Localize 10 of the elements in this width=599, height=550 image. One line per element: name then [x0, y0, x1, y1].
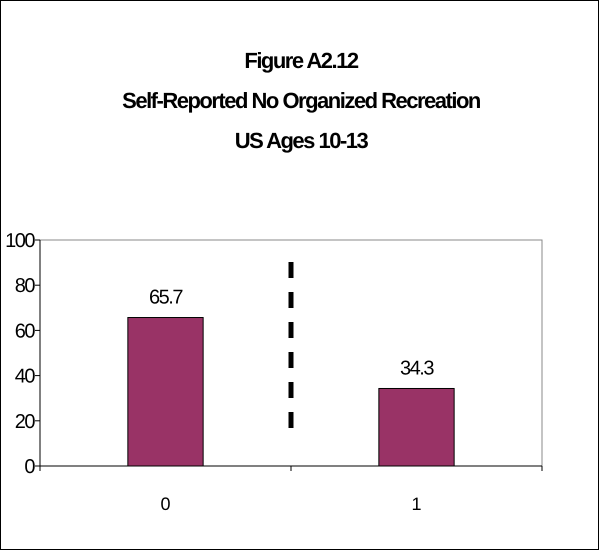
y-tick-label: 80: [14, 275, 36, 298]
data-label: 65.7: [149, 286, 184, 309]
chart-title: Figure A2.12 Self-Reported No Organized Recreation US Ages 10-13: [122, 48, 481, 153]
y-tick-label: 40: [14, 366, 36, 388]
y-tick-label: 20: [14, 410, 36, 433]
y-tick-label: 100: [5, 230, 36, 252]
y-tick-label: 0: [24, 456, 36, 478]
x-tick-label: 1: [411, 494, 422, 514]
data-label: 34.3: [400, 357, 434, 380]
y-tick-label: 60: [14, 320, 36, 342]
